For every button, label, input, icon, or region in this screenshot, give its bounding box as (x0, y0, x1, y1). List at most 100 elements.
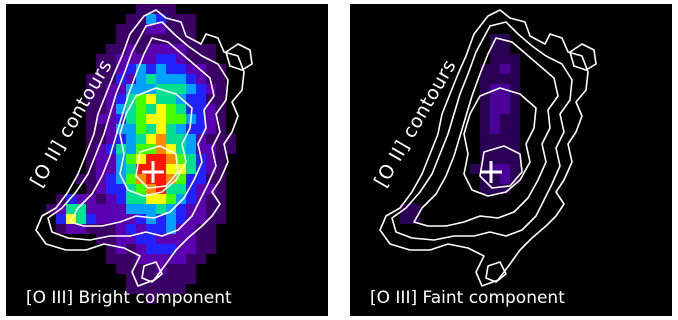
emission-pixel (126, 144, 136, 154)
emission-pixel (146, 254, 156, 264)
emission-pixel (86, 114, 96, 124)
emission-pixel (126, 14, 136, 24)
emission-pixel (206, 114, 216, 124)
emission-pixel (126, 244, 136, 254)
emission-pixel (166, 204, 176, 214)
emission-pixel (206, 194, 216, 204)
emission-pixel (186, 124, 196, 134)
emission-pixel (136, 94, 146, 104)
emission-pixel (166, 274, 176, 284)
emission-pixel (96, 134, 106, 144)
emission-pixel (156, 44, 166, 54)
emission-pixel (106, 124, 116, 134)
image-panel-bright: [O II] contours [O III] Bright component (6, 4, 328, 316)
emission-pixel (146, 54, 156, 64)
emission-pixel (166, 124, 176, 134)
emission-pixel (490, 64, 500, 74)
emission-pixel (156, 114, 166, 124)
emission-pixel (156, 274, 166, 284)
emission-pixel (196, 104, 206, 114)
emission-pixel (116, 234, 126, 244)
emission-pixel (126, 64, 136, 74)
emission-pixel (126, 114, 136, 124)
emission-pixel (156, 34, 166, 44)
emission-pixel (176, 84, 186, 94)
emission-pixel (490, 44, 500, 54)
emission-pixel (116, 84, 126, 94)
emission-pixel (146, 184, 156, 194)
emission-pixel (166, 4, 176, 14)
center-marker (480, 161, 502, 183)
emission-pixel (156, 144, 166, 154)
emission-pixel (156, 134, 166, 144)
emission-pixel (166, 194, 176, 204)
emission-pixel (106, 194, 116, 204)
emission-pixel (116, 34, 126, 44)
emission-pixel (480, 154, 490, 164)
emission-pixel (136, 54, 146, 64)
emission-pixel (216, 104, 226, 114)
emission-pixel (166, 114, 176, 124)
emission-pixel (186, 184, 196, 194)
emission-pixel (136, 234, 146, 244)
emission-pixel (146, 294, 156, 304)
contour-outer (35, 9, 245, 287)
emission-pixel (410, 204, 420, 214)
emission-pixel (146, 24, 156, 34)
emission-pixel (166, 214, 176, 224)
emission-pixel (126, 44, 136, 54)
emission-pixel (186, 234, 196, 244)
emission-pixel (136, 264, 146, 274)
emission-pixel (116, 24, 126, 34)
emission-pixel (116, 144, 126, 154)
emission-pixel (86, 184, 96, 194)
emission-pixel (196, 44, 206, 54)
emission-pixel (56, 214, 66, 224)
emission-pixel (500, 174, 510, 184)
emission-pixel (146, 224, 156, 234)
emission-pixel (146, 74, 156, 84)
emission-pixel (136, 124, 146, 134)
emission-pixel (116, 64, 126, 74)
contour-3 (69, 37, 215, 227)
emission-pixel (470, 164, 480, 174)
emission-pixel (490, 54, 500, 64)
emission-pixel (216, 84, 226, 94)
bottom-label: [O III] Bright component (26, 288, 232, 308)
emission-pixel (206, 54, 216, 64)
emission-pixel (226, 134, 236, 144)
emission-pixel (136, 64, 146, 74)
emission-pixel (76, 204, 86, 214)
emission-pixel (176, 64, 186, 74)
emission-pixel (490, 134, 500, 144)
emission-pixel (136, 284, 146, 294)
emission-pixel (96, 234, 106, 244)
emission-pixel (156, 234, 166, 244)
emission-pixel (146, 4, 156, 14)
emission-pixel (166, 74, 176, 84)
emission-pixel (126, 94, 136, 104)
emission-pixel (86, 84, 96, 94)
emission-pixel (156, 4, 166, 14)
emission-pixel (490, 74, 500, 84)
emission-pixel (146, 274, 156, 284)
emission-pixel (126, 224, 136, 234)
emission-pixel (106, 224, 116, 234)
emission-pixel (166, 104, 176, 114)
emission-pixel (86, 104, 96, 114)
emission-pixel (500, 114, 510, 124)
emission-pixel (156, 284, 166, 294)
emission-pixel (116, 224, 126, 234)
emission-pixel (186, 104, 196, 114)
emission-pixel (96, 154, 106, 164)
emission-pixel (490, 184, 500, 194)
emission-pixel (106, 204, 116, 214)
emission-pixel (186, 64, 196, 74)
image-panel-faint: [O II] contours [O III] Faint component (350, 4, 672, 316)
emission-pixel (510, 64, 520, 74)
emission-pixel (106, 254, 116, 264)
emission-pixel (490, 94, 500, 104)
emission-pixel (86, 194, 96, 204)
emission-pixel (166, 54, 176, 64)
contour-7 (225, 43, 253, 71)
